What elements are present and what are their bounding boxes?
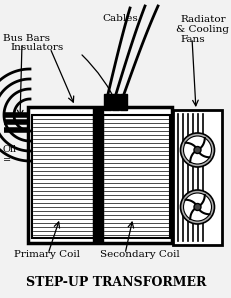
Circle shape: [193, 147, 200, 153]
Text: Bus Bars: Bus Bars: [3, 34, 50, 43]
Bar: [32, 115, 94, 238]
Circle shape: [180, 133, 214, 167]
Text: Cables: Cables: [102, 14, 137, 23]
Text: Oil: Oil: [3, 145, 17, 154]
Text: Primary Coil: Primary Coil: [14, 250, 80, 259]
Text: Fans: Fans: [179, 35, 204, 44]
Circle shape: [183, 193, 211, 221]
Text: Secondary Coil: Secondary Coil: [100, 250, 179, 259]
Bar: [172, 110, 221, 245]
Text: STEP-UP TRANSFORMER: STEP-UP TRANSFORMER: [26, 276, 205, 289]
Bar: [112, 94, 119, 110]
Bar: [120, 94, 127, 110]
Circle shape: [180, 190, 214, 224]
Text: & Cooling: & Cooling: [175, 25, 228, 34]
Text: Insulators: Insulators: [10, 43, 63, 52]
Text: Radiator: Radiator: [179, 15, 225, 24]
Circle shape: [193, 204, 200, 210]
Bar: [104, 94, 111, 110]
Bar: [93, 107, 103, 243]
Bar: [103, 115, 169, 238]
Bar: [28, 107, 171, 243]
Circle shape: [183, 136, 211, 164]
Text: =: =: [3, 156, 11, 165]
